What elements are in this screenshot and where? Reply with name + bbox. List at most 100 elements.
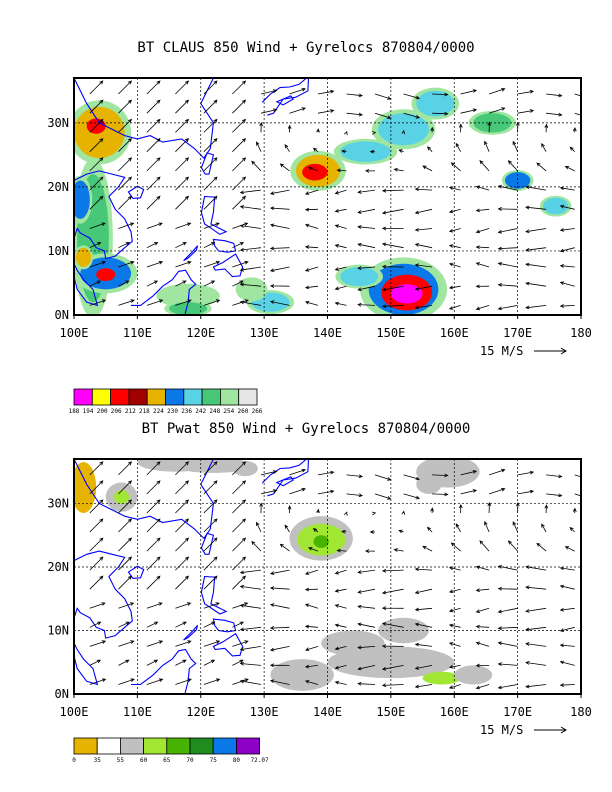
wind-vector [393, 167, 404, 172]
wind-vector [232, 260, 249, 268]
wind-vector [401, 510, 406, 515]
wind-vector [487, 121, 492, 133]
wind-vector [357, 645, 376, 650]
wind-vector [269, 189, 290, 195]
wind-vector [118, 195, 133, 210]
wind-vector [364, 549, 376, 553]
wind-vector [89, 575, 104, 590]
shaded-region [390, 284, 423, 304]
coastline [261, 459, 310, 497]
wind-vector [398, 149, 404, 153]
colorbar-label: 35 [94, 757, 102, 764]
coastline [200, 532, 215, 555]
wind-vector [381, 588, 404, 595]
wind-vector [525, 262, 547, 268]
wind-vector [488, 107, 506, 114]
x-tick-label: 100E [60, 705, 89, 719]
wind-vector [232, 138, 247, 152]
wind-vector [118, 118, 133, 133]
wind-vector [432, 473, 449, 478]
wind-vector [232, 99, 247, 114]
wind-vector [316, 508, 320, 514]
wind-vector [287, 124, 292, 133]
wind-vector [146, 499, 161, 514]
wind-vector [146, 138, 161, 152]
wind-vector [414, 285, 433, 291]
wind-vector [381, 188, 404, 193]
wind-vector [118, 575, 133, 590]
shaded-region [232, 460, 258, 477]
wind-vector [175, 659, 187, 666]
coastline [212, 632, 244, 657]
wind-vector [432, 111, 449, 116]
wind-vector [460, 470, 478, 476]
wind-vector [525, 661, 547, 666]
colorbar-label: 80 [233, 757, 241, 764]
colorbar-swatch [238, 388, 258, 406]
coastline [200, 152, 215, 175]
wind-vector [146, 80, 161, 95]
wind-vector [381, 665, 404, 671]
wind-vector [259, 121, 264, 133]
wind-vector [497, 207, 518, 211]
shaded-region [321, 630, 385, 656]
wind-vector [146, 176, 161, 191]
coastline [74, 78, 214, 159]
wind-vector [304, 189, 319, 195]
wind-vector [89, 640, 107, 647]
wind-vector [289, 468, 306, 476]
wind-vector [546, 93, 563, 98]
shaded-region [169, 302, 208, 315]
shaded-region [113, 490, 130, 505]
wind-vector [525, 228, 547, 234]
y-tick-label: 30N [47, 496, 69, 510]
wind-vector [488, 487, 506, 495]
wind-vector [374, 474, 392, 481]
wind-vector [175, 138, 190, 152]
wind-vector [448, 684, 461, 689]
wind-vector [414, 227, 433, 232]
coastline [131, 648, 197, 694]
shaded-region [74, 180, 90, 219]
wind-vector [175, 537, 190, 552]
colorbar-label: 266 [252, 408, 263, 415]
shaded-region [454, 665, 493, 685]
y-tick-label: 10N [47, 244, 69, 258]
x-tick-label: 120E [186, 705, 215, 719]
wind-vector [118, 80, 133, 95]
wind-vector [146, 518, 161, 533]
wind-vector [304, 207, 319, 212]
wind-vector [403, 93, 421, 100]
wind-vector [89, 499, 104, 514]
colorbar-swatch [166, 737, 191, 755]
wind-vector [346, 93, 364, 98]
wind-vector [414, 243, 433, 249]
chart-title-claus: BT CLAUS 850 Wind + Gyrelocs 870804/0000 [137, 40, 475, 56]
wind-vector [146, 659, 159, 666]
shaded-region [270, 659, 334, 691]
coastline [275, 476, 295, 487]
coastline [261, 78, 310, 116]
wind-vector [269, 206, 290, 211]
wind-vector [426, 146, 433, 152]
shaded-region [416, 474, 442, 494]
wind-vector [574, 493, 581, 497]
wind-vector [455, 142, 461, 152]
coastline [74, 459, 214, 540]
wind-vector [334, 208, 347, 213]
wind-vector [546, 112, 563, 117]
colorbar-swatch [120, 737, 145, 755]
wind-vector [334, 623, 347, 628]
wind-vector [574, 474, 581, 478]
shaded-region [378, 113, 429, 146]
wind-vector [497, 305, 518, 311]
wind-vector [269, 646, 290, 652]
wind-vector [146, 118, 161, 133]
wind-vector [175, 621, 187, 628]
wind-vector [203, 99, 218, 114]
wind-vector [89, 518, 104, 533]
wind-vector [232, 602, 249, 609]
vector-scale-arrow [534, 347, 567, 355]
wind-vector [260, 89, 278, 95]
wind-vector [357, 302, 376, 307]
